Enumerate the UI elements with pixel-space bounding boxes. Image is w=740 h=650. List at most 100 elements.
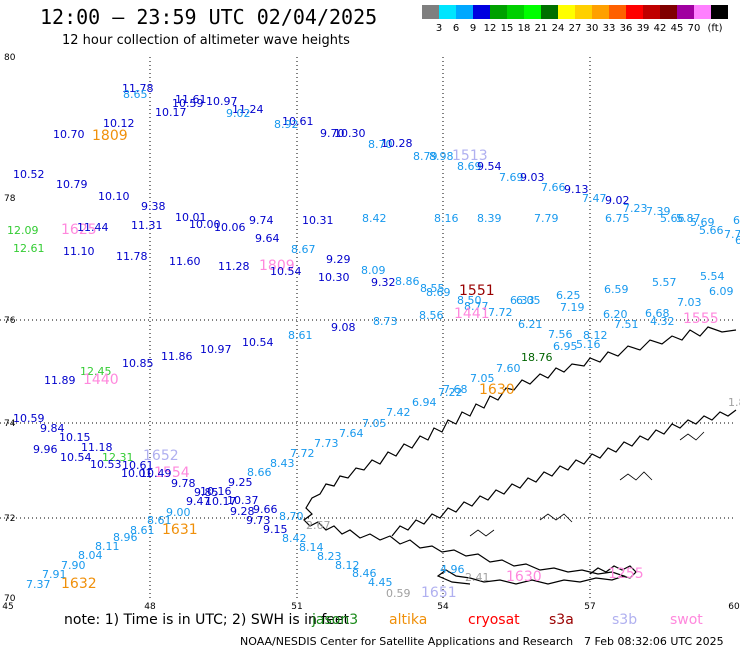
wave-height-value: 10.70 xyxy=(53,128,85,141)
wave-height-value: 10.06 xyxy=(214,221,246,234)
wave-height-value: 8.69 xyxy=(426,286,451,299)
wave-height-value: 9.29 xyxy=(326,253,351,266)
wave-height-value: 11.89 xyxy=(44,374,76,387)
wave-height-value: 9.00 xyxy=(166,506,191,519)
wave-height-value: 8.12 xyxy=(335,559,360,572)
wave-height-value: 4.45 xyxy=(368,576,393,589)
wave-height-value: 7.05 xyxy=(362,417,387,430)
wave-height-value: 8.39 xyxy=(477,212,502,225)
wave-height-value: 7.05 xyxy=(470,372,495,385)
wave-height-value: 8.04 xyxy=(78,549,103,562)
legend-tick: 9 xyxy=(469,23,477,34)
wave-height-value: 9.03 xyxy=(520,171,545,184)
latitude-label: 72 xyxy=(4,514,15,524)
wave-height-value: 7.66 xyxy=(541,181,566,194)
wave-height-value: 8.61 xyxy=(147,514,172,527)
wave-height-value: 8.79 xyxy=(413,150,438,163)
coast-details xyxy=(469,431,705,537)
wave-height-value: 11.18 xyxy=(81,441,113,454)
latitude-label: 80 xyxy=(4,53,16,63)
legend-swatch xyxy=(643,5,660,19)
wave-height-value: 4.32 xyxy=(650,315,675,328)
wave-height-value: 10.61 xyxy=(282,115,314,128)
wave-height-value: 9.54 xyxy=(477,160,502,173)
legend-tick: 45 xyxy=(670,23,684,34)
page-title: 12:00 – 23:59 UTC 02/04/2025 xyxy=(40,5,378,29)
wave-height-value: 12.45 xyxy=(80,365,112,378)
wave-height-value: 2.41 xyxy=(465,571,490,584)
wave-height-value: 10.37 xyxy=(227,494,259,507)
wave-height-value: 9.25 xyxy=(228,476,253,489)
wave-height-value: 8.11 xyxy=(95,540,120,553)
legend-swatch xyxy=(711,5,728,19)
wave-height-value: 6.68 xyxy=(645,307,670,320)
wave-height-value: 6.75 xyxy=(605,212,630,225)
legend-swatch xyxy=(456,5,473,19)
mission-jason3: jason3 xyxy=(312,612,359,628)
pass-time-label: 1440 xyxy=(83,372,119,388)
wave-height-value: 10.17 xyxy=(155,106,187,119)
wave-height-value: 9.38 xyxy=(141,200,166,213)
wave-height-value: 6.05 xyxy=(516,294,541,307)
wave-height-value: 8.70 xyxy=(279,510,304,523)
wave-height-value: 11.10 xyxy=(63,245,95,258)
legend-tick: 15 xyxy=(500,23,514,34)
wave-height-value: 10.15 xyxy=(59,431,91,444)
wave-height-value: 10.54 xyxy=(242,336,274,349)
wave-height-value: 8.16 xyxy=(434,212,459,225)
pass-time-label: 1631 xyxy=(162,522,198,538)
wave-height-value: 10.10 xyxy=(98,190,130,203)
wave-height-value: 8.12 xyxy=(583,329,608,342)
wave-height-value: 7.23 xyxy=(623,202,648,215)
page-subtitle: 12 hour collection of altimeter wave hei… xyxy=(62,33,350,48)
credit-line: NOAA/NESDIS Center for Satellite Applica… xyxy=(240,635,574,648)
wave-height-value: 8.55 xyxy=(420,282,445,295)
wave-height-value: 9.85 xyxy=(194,486,219,499)
wave-height-value: 9.02 xyxy=(226,107,251,120)
wave-height-value: 8.23 xyxy=(317,550,342,563)
legend-tick: 21 xyxy=(534,23,548,34)
latitude-label: 76 xyxy=(4,316,16,326)
legend-tick: 36 xyxy=(619,23,633,34)
wave-height-value: 6 xyxy=(735,234,740,247)
latitude-label: 70 xyxy=(4,594,16,604)
wave-height-value: 8.56 xyxy=(419,309,444,322)
wave-height-value: 7.42 xyxy=(386,406,411,419)
wave-height-value: 8.73 xyxy=(373,315,398,328)
wave-height-value: 11.28 xyxy=(218,260,250,273)
wave-height-value: 9.15 xyxy=(263,523,288,536)
wave-height-value: 6.59 xyxy=(604,283,629,296)
legend-tick: 27 xyxy=(568,23,582,34)
wave-height-value: 11.31 xyxy=(131,219,163,232)
wave-height-value: 10.54 xyxy=(60,451,92,464)
wave-height-value: 10.28 xyxy=(381,137,413,150)
wave-height-value: 11.24 xyxy=(232,103,264,116)
legend-swatch xyxy=(677,5,694,19)
wave-height-value: 8.77 xyxy=(464,300,489,313)
wave-height-value: 9.08 xyxy=(331,321,356,334)
timestamp: 7 Feb 08:32:06 UTC 2025 xyxy=(584,635,724,648)
legend-swatch xyxy=(626,5,643,19)
wave-height-value: 7.79 xyxy=(534,212,559,225)
wave-height-value: 7.68 xyxy=(443,383,468,396)
wave-height-value: 6 xyxy=(733,214,740,227)
mission-s3b: s3b xyxy=(612,612,638,628)
wave-height-value: 8.66 xyxy=(247,466,272,479)
wave-height-value: 8.43 xyxy=(270,457,295,470)
legend-tick: 42 xyxy=(653,23,667,34)
wave-height-value: 8.61 xyxy=(130,524,155,537)
wave-height-value: 8.65 xyxy=(123,88,148,101)
legend-swatch xyxy=(473,5,490,19)
wave-height-value: 12.31 xyxy=(102,451,134,464)
legend-swatch xyxy=(558,5,575,19)
wave-height-value: 11.44 xyxy=(77,221,109,234)
wave-height-value: 8.98 xyxy=(429,150,454,163)
longitude-label: 45 xyxy=(2,602,13,612)
pass-time-label: 1809 xyxy=(92,128,128,144)
pass-time-label: 1555 xyxy=(683,311,719,327)
wave-height-value: 6.95 xyxy=(553,340,578,353)
wave-height-value: 10.17 xyxy=(205,495,237,508)
pass-time-label: 1651 xyxy=(421,585,457,601)
wave-height-value: 10.61 xyxy=(122,459,154,472)
wave-height-value: 9.73 xyxy=(246,514,271,527)
